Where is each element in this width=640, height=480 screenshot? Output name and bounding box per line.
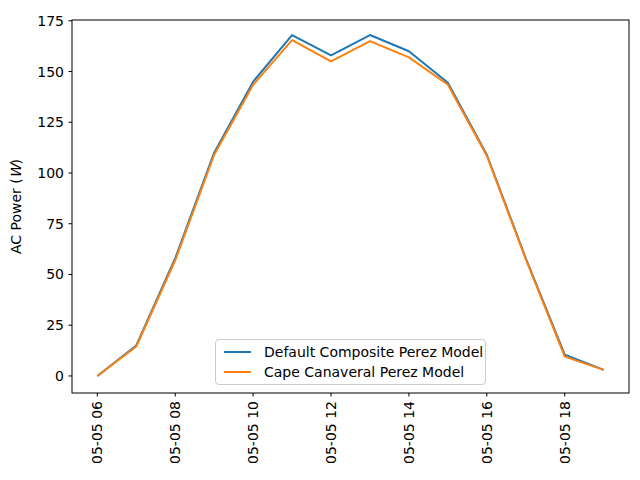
x-tick-label: 05-05 18 [557, 401, 573, 464]
plot-svg: 0255075100125150175 05-05 0605-05 0805-0… [0, 0, 640, 480]
y-tick-label: 125 [37, 114, 64, 130]
y-tick-label: 25 [46, 317, 64, 333]
legend-line-sample-orange [224, 371, 251, 373]
y-axis-label-text: AC Power ( [8, 178, 24, 254]
x-axis-ticks: 05-05 06 05-05 08 05-05 10 05-05 12 05-05 14… [89, 393, 572, 464]
legend-item: Default Composite Perez Model [224, 345, 485, 359]
y-tick-label: 0 [55, 368, 64, 384]
legend-line-sample-blue [224, 351, 251, 353]
legend-item-label: Default Composite Perez Model [264, 345, 483, 359]
x-tick-label: 05-05 14 [401, 401, 417, 464]
y-tick-label: 100 [37, 165, 64, 181]
matplotlib-figure: 0255075100125150175 05-05 0605-05 0805-0… [0, 0, 640, 480]
y-axis-label: AC Power (W) [8, 159, 24, 254]
y-tick-label: 50 [46, 266, 64, 282]
series-line [97, 40, 603, 376]
legend-item-label: Cape Canaveral Perez Model [264, 365, 464, 379]
y-axis-ticks: 0 25 50 75 100 125 150 175 [37, 13, 72, 384]
legend-item: Cape Canaveral Perez Model [224, 365, 485, 379]
y-tick-label: 175 [37, 13, 64, 29]
y-tick-label: 75 [46, 216, 64, 232]
x-tick-label: 05-05 12 [323, 401, 339, 464]
y-tick-label: 150 [37, 64, 64, 80]
x-tick-label: 05-05 10 [245, 401, 261, 464]
plot-area [72, 20, 629, 393]
x-tick-label: 05-05 06 [89, 401, 105, 464]
legend: Default Composite Perez Model Cape Canav… [215, 339, 486, 385]
y-axis-label-close-paren: ) [8, 159, 24, 164]
x-tick-label: 05-05 16 [479, 401, 495, 464]
series-line [97, 35, 603, 376]
x-tick-label: 05-05 08 [167, 401, 183, 464]
series-lines [97, 35, 603, 376]
